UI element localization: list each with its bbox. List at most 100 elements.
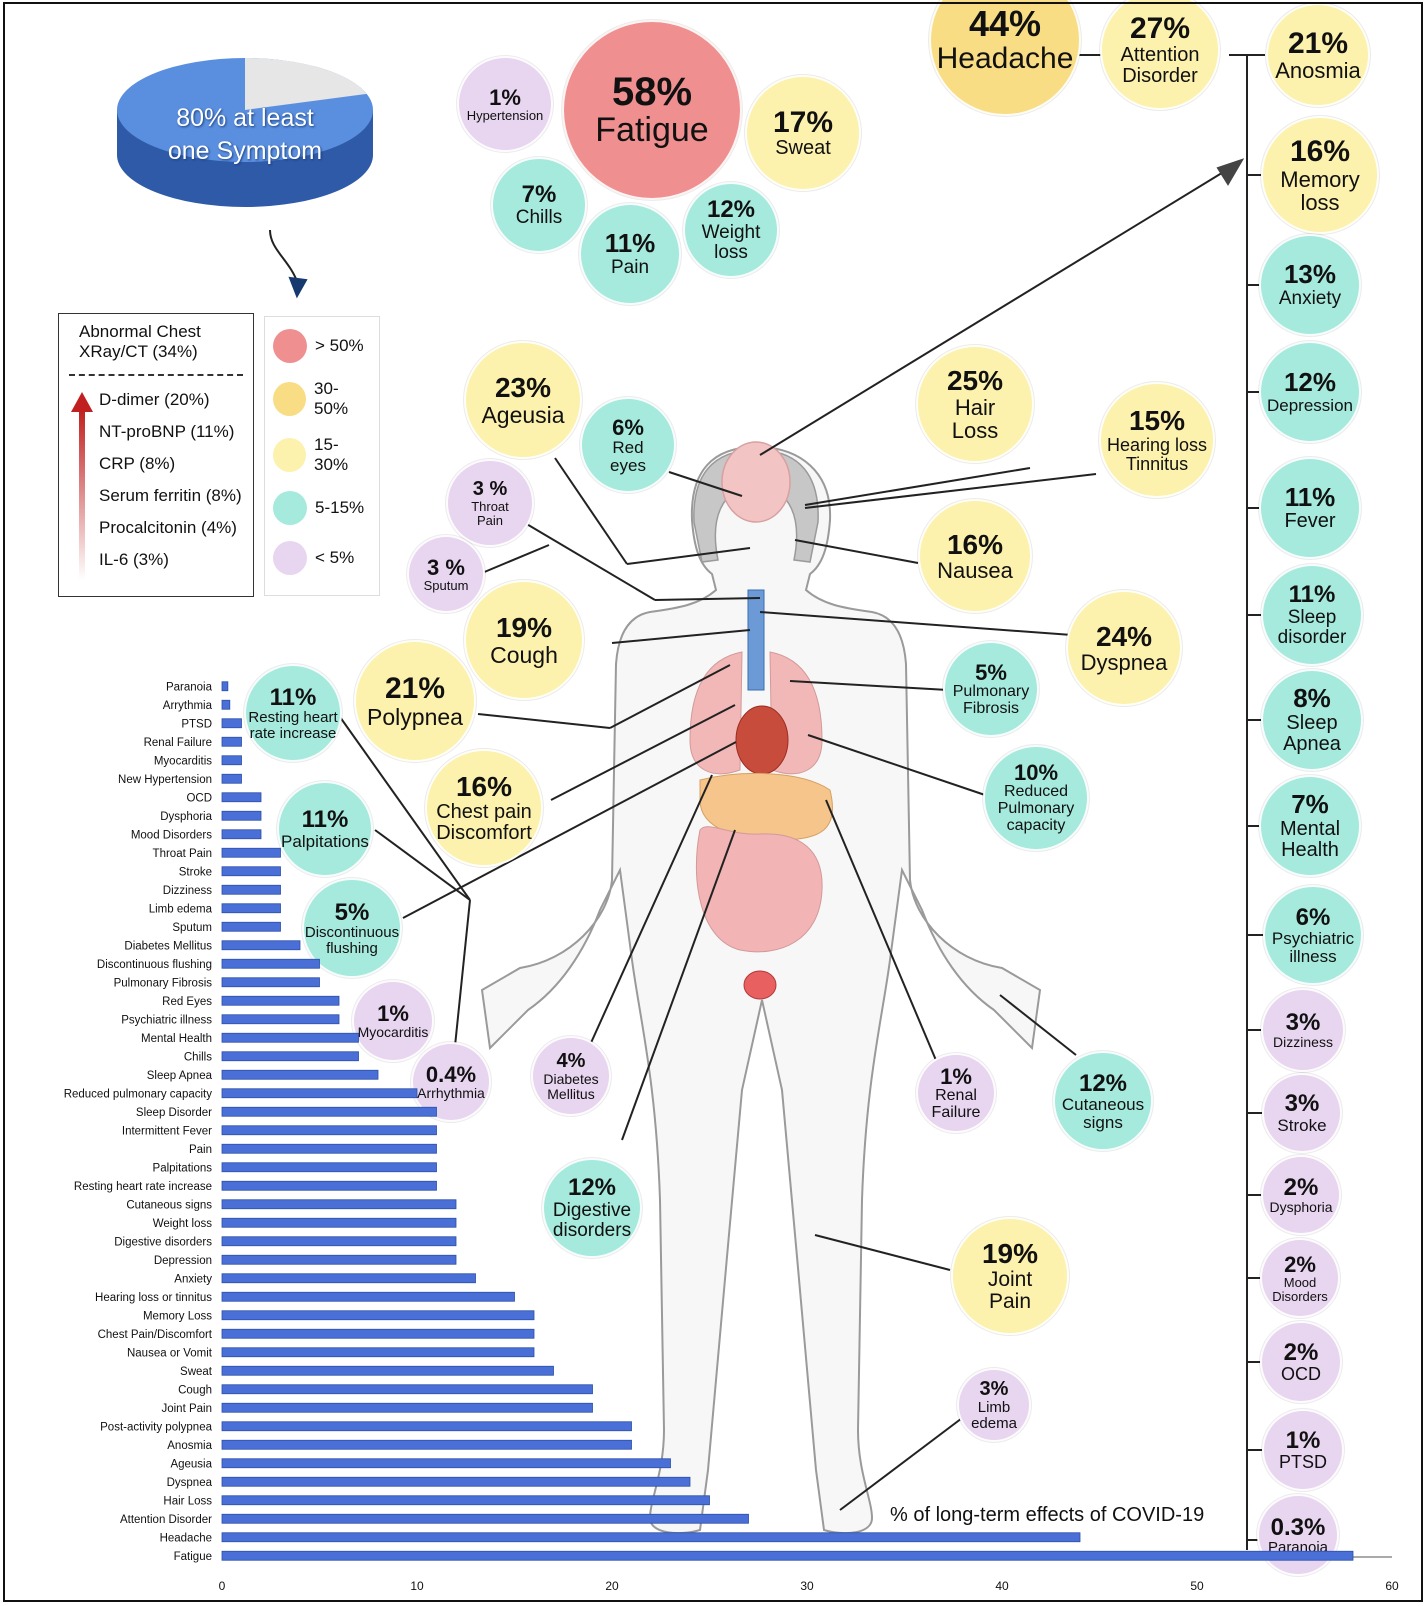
chart-category-label: Resting heart rate increase: [74, 1181, 212, 1193]
bubble-label: eyes: [610, 455, 646, 475]
bubble-resting-hr: 11% Resting heart rate increase: [244, 664, 342, 762]
bubble-label: capacity: [1006, 816, 1066, 834]
lab-marker-item: CRP (8%): [99, 454, 176, 473]
bubble-percent: 58%: [611, 70, 693, 115]
chart-tick-label: 30: [800, 1579, 814, 1593]
chart-bar: [221, 940, 301, 951]
bubble-percent: 16%: [946, 528, 1004, 560]
chart-bar: [221, 1180, 437, 1191]
bubble-label: Ageusia: [481, 401, 565, 428]
chart-bar: [221, 773, 242, 784]
chart-category-label: OCD: [186, 792, 212, 804]
chart-bar: [221, 1421, 632, 1432]
chart-bar: [221, 847, 281, 858]
bubble-label: Sleep: [1286, 711, 1338, 734]
bubble-mood: 2% Mood Disorders: [1260, 1238, 1340, 1318]
bubble-label: Mellitus: [547, 1085, 595, 1102]
chart-bar: [221, 1273, 476, 1284]
bubble-diabetes: 4% Diabetes Mellitus: [531, 1036, 611, 1116]
bubble-anosmia: 21% Anosmia: [1266, 3, 1370, 107]
bubble-hypertension: 1% Hypertension: [457, 56, 553, 152]
chart-category-label: Fatigue: [174, 1551, 212, 1563]
chart-bar: [221, 1143, 437, 1154]
bubble-label: Disorders: [1272, 1288, 1328, 1304]
bubble-percent: 16%: [1289, 135, 1351, 169]
bubble-percent: 2%: [1284, 1251, 1316, 1277]
bubble-polypnea: 21% Polypnea: [354, 640, 476, 762]
chart-bar: [221, 1365, 554, 1376]
lab-marker-item: NT-proBNP (11%): [99, 422, 235, 441]
bubble-label: Dizziness: [1273, 1034, 1333, 1051]
bubble-percent: 7%: [521, 181, 557, 209]
chart-bar: [221, 1291, 515, 1302]
chart-category-label: New Hypertension: [118, 774, 212, 786]
bubble-disc-flushing: 5% Discontinuous flushing: [302, 878, 402, 978]
chart-category-label: Sweat: [180, 1366, 213, 1378]
color-legend: > 50% 30-50% 15-30% 5-15% < 5%: [264, 316, 380, 596]
chart-bar: [221, 1199, 457, 1210]
chart-bar: [221, 1310, 535, 1321]
chart-category-label: Chest Pain/Discomfort: [98, 1329, 213, 1341]
bubble-palpitations: 11% Palpitations: [277, 781, 373, 877]
bubble-cutaneous: 12% Cutaneous signs: [1053, 1051, 1153, 1151]
chart-category-label: Dysphoria: [160, 811, 212, 823]
chart-bar: [221, 1014, 340, 1025]
bubble-dizziness: 3% Dizziness: [1261, 988, 1345, 1072]
chart-bar: [221, 736, 242, 747]
legend-label: 15-30%: [314, 435, 349, 474]
bubble-reduced-pulm: 10% Reduced Pulmonary capacity: [983, 745, 1089, 851]
bubble-percent: 1%: [1285, 1426, 1321, 1454]
bubble-ageusia: 23% Ageusia: [464, 341, 582, 459]
bubble-label: Memory: [1280, 166, 1360, 192]
chart-bar: [221, 977, 320, 988]
chart-bar: [221, 1162, 437, 1173]
chart-tick-label: 40: [995, 1579, 1009, 1593]
legend-label: 30-50%: [314, 379, 349, 418]
chart-category-label: Arrythmia: [163, 700, 213, 712]
lab-marker-item: IL-6 (3%): [99, 550, 169, 569]
chart-category-label: Palpitations: [153, 1162, 213, 1174]
bubble-percent: 44%: [968, 3, 1042, 45]
bubble-label: Hypertension: [466, 107, 544, 123]
bubble-percent: 3%: [1284, 1090, 1320, 1118]
bubble-label: Renal: [935, 1086, 977, 1104]
bubble-label: Palpitations: [281, 831, 369, 851]
chart-bar: [221, 718, 242, 729]
bubble-label: Resting heart: [248, 708, 338, 726]
bubble-percent: 10%: [1013, 760, 1059, 786]
bubble-chills: 7% Chills: [491, 157, 587, 253]
bubble-label: Mood: [1283, 1274, 1317, 1290]
lab-marker-item: Serum ferritin (8%): [99, 486, 242, 505]
bubble-hair-loss: 25% Hair Loss: [916, 345, 1034, 463]
chart-category-label: Depression: [154, 1255, 212, 1267]
legend-label: < 5%: [315, 548, 355, 567]
bubble-percent: 11%: [269, 683, 317, 711]
bubble-label: Discomfort: [436, 821, 532, 844]
legend-entry: 5-15%: [273, 491, 371, 525]
chart-category-label: Myocarditis: [154, 755, 212, 767]
bubble-label: Loss: [951, 417, 999, 443]
legend-label: > 50%: [315, 336, 364, 355]
chart-category-label: Sleep Apnea: [147, 1070, 213, 1082]
chart-x-axis-title: % of long-term effects of COVID-19: [890, 1504, 1205, 1526]
chart-category-label: Hearing loss or tinnitus: [95, 1292, 212, 1304]
bubble-percent: 23%: [494, 372, 552, 404]
legend-entry: < 5%: [273, 541, 371, 575]
chart-bar: [221, 1236, 457, 1247]
bubble-joint: 19% Joint Pain: [951, 1217, 1069, 1335]
chart-category-label: Throat Pain: [153, 848, 212, 860]
bubble-label: Sleep: [1287, 606, 1337, 628]
chart-bar: [221, 1439, 632, 1450]
bubble-label: Joint: [987, 1267, 1033, 1291]
bubble-pulm-fibrosis: 5% Pulmonary Fibrosis: [943, 641, 1039, 737]
bubble-label: Hair: [954, 394, 996, 420]
bubble-label: Fibrosis: [962, 699, 1019, 717]
bubble-percent: 2%: [1283, 1174, 1319, 1202]
legend-entry: > 50%: [273, 329, 371, 363]
bubble-label: Apnea: [1283, 732, 1341, 755]
chart-category-label: Diabetes Mellitus: [124, 940, 212, 952]
bubble-label: Weight: [701, 221, 761, 243]
chart-bar: [221, 755, 242, 766]
bubble-label: flushing: [326, 939, 378, 957]
